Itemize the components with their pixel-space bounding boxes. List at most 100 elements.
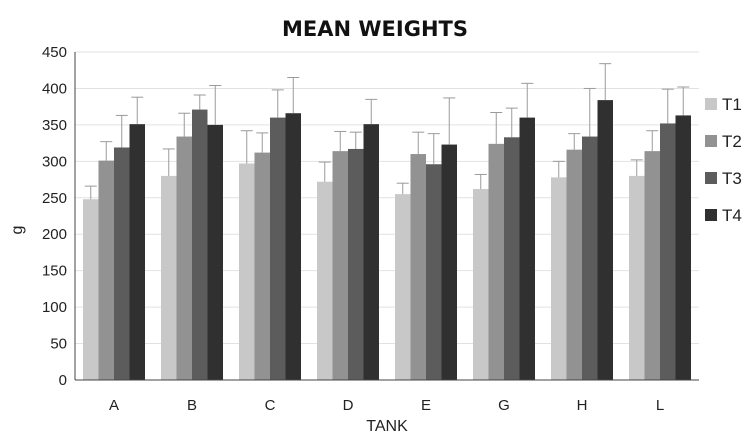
bar-G-T4	[519, 117, 535, 380]
legend-label: T1	[722, 95, 742, 114]
bar-D-T4	[363, 124, 379, 380]
bar-L-T3	[660, 123, 676, 380]
x-tick-label: G	[498, 397, 510, 414]
legend: T1 T2 T3 T4	[705, 95, 742, 225]
bar-G-T1	[473, 189, 489, 380]
legend-item-T4: T4	[705, 206, 742, 225]
y-tick-label: 450	[42, 44, 67, 61]
bar-C-T1	[239, 163, 255, 380]
legend-swatch	[705, 172, 717, 184]
bar-D-T3	[348, 148, 364, 380]
legend-swatch	[705, 135, 717, 147]
legend-item-T2: T2	[705, 132, 742, 151]
error-bar-D-T3	[349, 131, 362, 149]
error-bar-E-T2	[412, 131, 425, 155]
error-bar-L-T2	[646, 130, 659, 152]
bar-G-T2	[488, 143, 504, 380]
bar-H-T1	[551, 177, 567, 380]
chart-title: MEAN WEIGHTS	[282, 17, 468, 41]
bar-D-T2	[332, 151, 348, 380]
error-bar-C-T4	[287, 77, 300, 114]
error-bar-H-T2	[568, 133, 581, 150]
error-bar-L-T3	[661, 88, 674, 124]
legend-label: T2	[722, 132, 742, 151]
x-tick-label: A	[109, 397, 119, 414]
bars	[83, 100, 691, 381]
error-bar-G-T2	[490, 111, 503, 144]
bar-L-T2	[644, 151, 660, 380]
x-tick-label: D	[343, 397, 354, 414]
bar-A-T2	[98, 160, 114, 380]
error-bar-E-T1	[396, 182, 409, 195]
y-tick-label: 100	[42, 299, 67, 316]
error-bar-B-T2	[178, 112, 191, 137]
y-tick-label: 150	[42, 263, 67, 280]
error-bar-E-T4	[443, 97, 456, 145]
y-tick-label: 50	[50, 336, 67, 353]
error-bar-E-T3	[427, 133, 440, 165]
bar-L-T1	[629, 175, 645, 380]
x-tick-label: C	[265, 397, 276, 414]
y-tick-label: 200	[42, 226, 67, 243]
error-bar-H-T4	[599, 63, 612, 101]
error-bar-A-T2	[100, 141, 113, 161]
error-bar-A-T4	[131, 96, 144, 125]
bar-D-T1	[317, 181, 333, 380]
x-tick-label: H	[577, 397, 588, 414]
bar-A-T3	[114, 147, 130, 380]
x-tick-label: E	[421, 397, 431, 414]
legend-label: T3	[722, 169, 742, 188]
error-bar-G-T3	[505, 107, 518, 138]
bar-E-T2	[410, 154, 426, 380]
bar-A-T1	[83, 199, 99, 380]
y-tick-label: 400	[42, 80, 67, 97]
error-bar-C-T3	[271, 89, 284, 118]
error-bar-B-T3	[193, 94, 206, 110]
error-bar-B-T4	[209, 85, 222, 125]
legend-item-T3: T3	[705, 169, 742, 188]
bar-G-T3	[504, 137, 520, 380]
error-bar-B-T1	[162, 148, 175, 176]
error-bar-G-T4	[521, 82, 534, 118]
bar-L-T4	[675, 115, 691, 380]
error-bar-L-T4	[677, 86, 690, 116]
y-tick-label: 0	[59, 372, 67, 389]
x-tick-label: L	[656, 397, 664, 414]
error-bar-L-T1	[630, 159, 643, 176]
error-bars	[84, 63, 690, 200]
x-axis-label: TANK	[366, 418, 408, 435]
legend-swatch	[705, 98, 717, 110]
bar-E-T1	[395, 194, 411, 380]
legend-label: T4	[722, 206, 742, 225]
error-bar-C-T1	[240, 130, 253, 164]
axes	[74, 52, 699, 381]
bar-C-T2	[254, 152, 270, 380]
bar-B-T3	[192, 109, 208, 381]
y-tick-label: 250	[42, 190, 67, 207]
bar-H-T3	[582, 136, 598, 380]
error-bar-D-T1	[318, 161, 331, 182]
bar-E-T3	[426, 164, 442, 380]
y-tick-labels: 0 50 100 150 200 250 300 350 400 450	[42, 44, 67, 389]
bar-B-T2	[176, 136, 192, 380]
y-tick-label: 300	[42, 153, 67, 170]
y-axis-label: g	[9, 226, 26, 235]
bar-H-T4	[597, 100, 613, 381]
bar-B-T1	[161, 175, 177, 380]
error-bar-C-T2	[256, 132, 269, 153]
error-bar-A-T3	[115, 114, 128, 148]
error-bar-A-T1	[84, 185, 97, 200]
bar-E-T4	[441, 144, 457, 380]
legend-item-T1: T1	[705, 95, 742, 114]
error-bar-H-T1	[552, 160, 565, 178]
bar-A-T4	[129, 124, 145, 380]
bar-B-T4	[207, 124, 223, 380]
error-bar-D-T2	[334, 130, 347, 152]
error-bar-H-T3	[583, 87, 596, 137]
bar-C-T3	[270, 117, 286, 380]
legend-swatch	[705, 209, 717, 221]
bar-H-T2	[566, 149, 582, 380]
error-bar-D-T4	[365, 98, 378, 125]
